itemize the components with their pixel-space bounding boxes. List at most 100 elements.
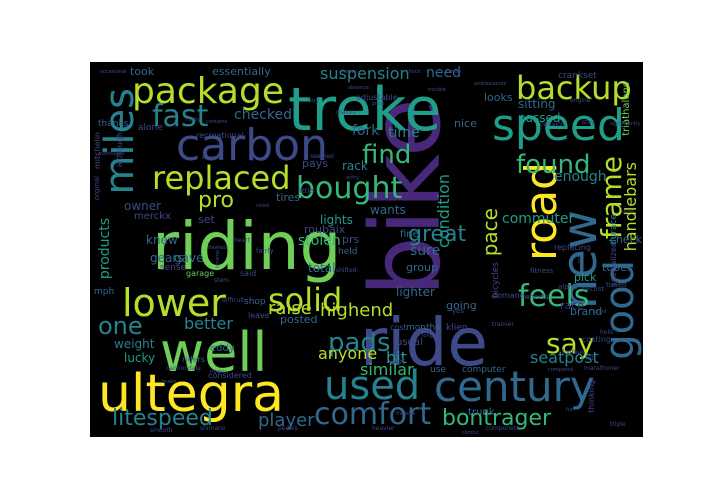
- word-cloud-canvas: riding bike ride ultegra treke carbon well cent…: [90, 62, 643, 437]
- cloud-word-looks: looks: [484, 91, 513, 104]
- cloud-word-feels: feels: [518, 279, 590, 314]
- cloud-word-knew: knew: [146, 233, 178, 247]
- cloud-word-condition: condition: [434, 174, 453, 248]
- cloud-word-thinking: thinking: [587, 380, 596, 413]
- cloud-word-used: used: [324, 363, 421, 409]
- cloud-word-durace: durace: [609, 214, 619, 246]
- cloud-word-pick: pick: [574, 271, 597, 284]
- cloud-word-better: better: [184, 314, 233, 333]
- cloud-word-took: took: [130, 65, 155, 78]
- cloud-word-time: time: [388, 125, 420, 141]
- cloud-word-checked: checked: [234, 107, 292, 123]
- cloud-word-need: need: [426, 65, 461, 81]
- cloud-word-fork: fork: [352, 123, 380, 139]
- cloud-word-pads: pads: [328, 328, 391, 358]
- cloud-word-gears: gears: [150, 251, 184, 265]
- cloud-word-usual: usual: [396, 337, 423, 348]
- cloud-word-although: although: [115, 132, 124, 168]
- cloud-word-one: one: [98, 312, 143, 340]
- cloud-word-rack: rack: [342, 159, 368, 173]
- cloud-word-smooth: smooth: [150, 427, 173, 434]
- cloud-word-pro: pro: [198, 188, 234, 213]
- cloud-word-wants: wants: [370, 203, 406, 217]
- cloud-word-shock: shock: [406, 69, 421, 75]
- cloud-word-long: long: [422, 333, 433, 339]
- cloud-word-said: said: [240, 269, 257, 278]
- cloud-word-enough: enough: [554, 169, 607, 185]
- cloud-word-triathalons: triathalons: [621, 82, 632, 136]
- cloud-word-occasional: occasional: [100, 69, 127, 75]
- cloud-word-prs: prs: [342, 233, 360, 246]
- cloud-word-wheels: wheels: [524, 293, 549, 301]
- cloud-word-shop: shop: [244, 297, 266, 307]
- cloud-word-eventually: eventually: [98, 151, 125, 157]
- cloud-word-lucky: lucky: [124, 351, 156, 365]
- cloud-word-highend: highend: [320, 300, 394, 321]
- cloud-word-stem: stem: [214, 277, 230, 284]
- cloud-word-treke: treke: [288, 75, 442, 145]
- cloud-word-ride: ride: [360, 304, 488, 381]
- cloud-word-fitness: fitness: [530, 267, 554, 275]
- cloud-word-pace: pace: [478, 208, 502, 257]
- cloud-word-price: price: [372, 101, 385, 107]
- cloud-word-carbon: carbon: [176, 120, 328, 171]
- cloud-word-use: use: [430, 365, 446, 375]
- cloud-word-alone: alone: [138, 123, 163, 133]
- cloud-word-sense: sense: [160, 263, 187, 273]
- cloud-word-climbs: climbs: [462, 430, 479, 436]
- cloud-word-sitting: sitting: [518, 97, 556, 111]
- cloud-word-sure: sure: [410, 243, 441, 259]
- cloud-word-brand: brand: [570, 305, 603, 318]
- cloud-word-nice: nice: [454, 117, 477, 130]
- cloud-word-going: going: [446, 299, 477, 312]
- cloud-word-componets: componets: [486, 425, 520, 432]
- cloud-word-difficult: difficult: [222, 297, 245, 304]
- cloud-word-riding: riding: [152, 208, 342, 285]
- cloud-word-backup: backup: [516, 69, 632, 107]
- cloud-word-owner: owner: [124, 199, 162, 213]
- cloud-word-fine: fine: [400, 229, 419, 240]
- cloud-word-solid: solid: [268, 281, 343, 319]
- cloud-word-makes: makes: [336, 109, 356, 116]
- cloud-word-fast: fast: [152, 99, 209, 134]
- cloud-word-considered: considered: [208, 371, 252, 380]
- cloud-word-crankset: crankset: [558, 71, 597, 81]
- cloud-word-orginal: orginal: [93, 176, 101, 201]
- cloud-word-trouble: trouble: [428, 87, 446, 93]
- cloud-word-commuter: commuter: [502, 211, 575, 227]
- cloud-word-player: player: [258, 410, 315, 431]
- cloud-word-engine: engine: [570, 97, 591, 104]
- cloud-word-lower: lower: [122, 281, 226, 325]
- cloud-word-contains: contains: [206, 119, 228, 125]
- cloud-word-ultegra: ultegra: [98, 364, 285, 424]
- cloud-word-grow: grow: [622, 209, 635, 215]
- cloud-word-pedals: pedals: [278, 425, 298, 432]
- cloud-word-well: well: [160, 321, 268, 384]
- cloud-word-essentially: essentially: [212, 65, 271, 78]
- cloud-word-held: held: [338, 247, 358, 257]
- cloud-word-trunk: trunk: [468, 407, 495, 418]
- cloud-word-specialized: specialized: [609, 242, 618, 287]
- cloud-word-thanks: thanks: [98, 119, 129, 129]
- cloud-word-tubes: tubes: [602, 261, 633, 274]
- cloud-word-seatpost: seatpost: [530, 348, 599, 367]
- cloud-word-adjustable: adjustable: [356, 93, 398, 102]
- cloud-word-mph: mph: [94, 287, 115, 297]
- cloud-word-family: family: [446, 69, 462, 75]
- cloud-word-roubaix: roubaix: [304, 223, 346, 236]
- cloud-word-similar: similar: [360, 360, 414, 379]
- cloud-word-entry: entry: [346, 175, 360, 181]
- cloud-word-rugby: rugby: [186, 117, 201, 123]
- cloud-word-months: months: [406, 323, 440, 333]
- cloud-word-recreational: recreational: [196, 131, 244, 140]
- cloud-word-buy: buy: [308, 97, 320, 104]
- cloud-word-leave: leave: [248, 311, 270, 320]
- cloud-word-total: total: [308, 261, 336, 275]
- cloud-word-costing: costing: [582, 335, 611, 344]
- cloud-word-products: products: [97, 218, 113, 280]
- cloud-word-ridden: ridden: [210, 369, 227, 375]
- cloud-word-comfort: comfort: [314, 397, 432, 432]
- cloud-word-merckx: merckx: [134, 211, 171, 222]
- cloud-word-garage: garage: [186, 269, 215, 278]
- cloud-word-heavier: heavier: [372, 425, 395, 432]
